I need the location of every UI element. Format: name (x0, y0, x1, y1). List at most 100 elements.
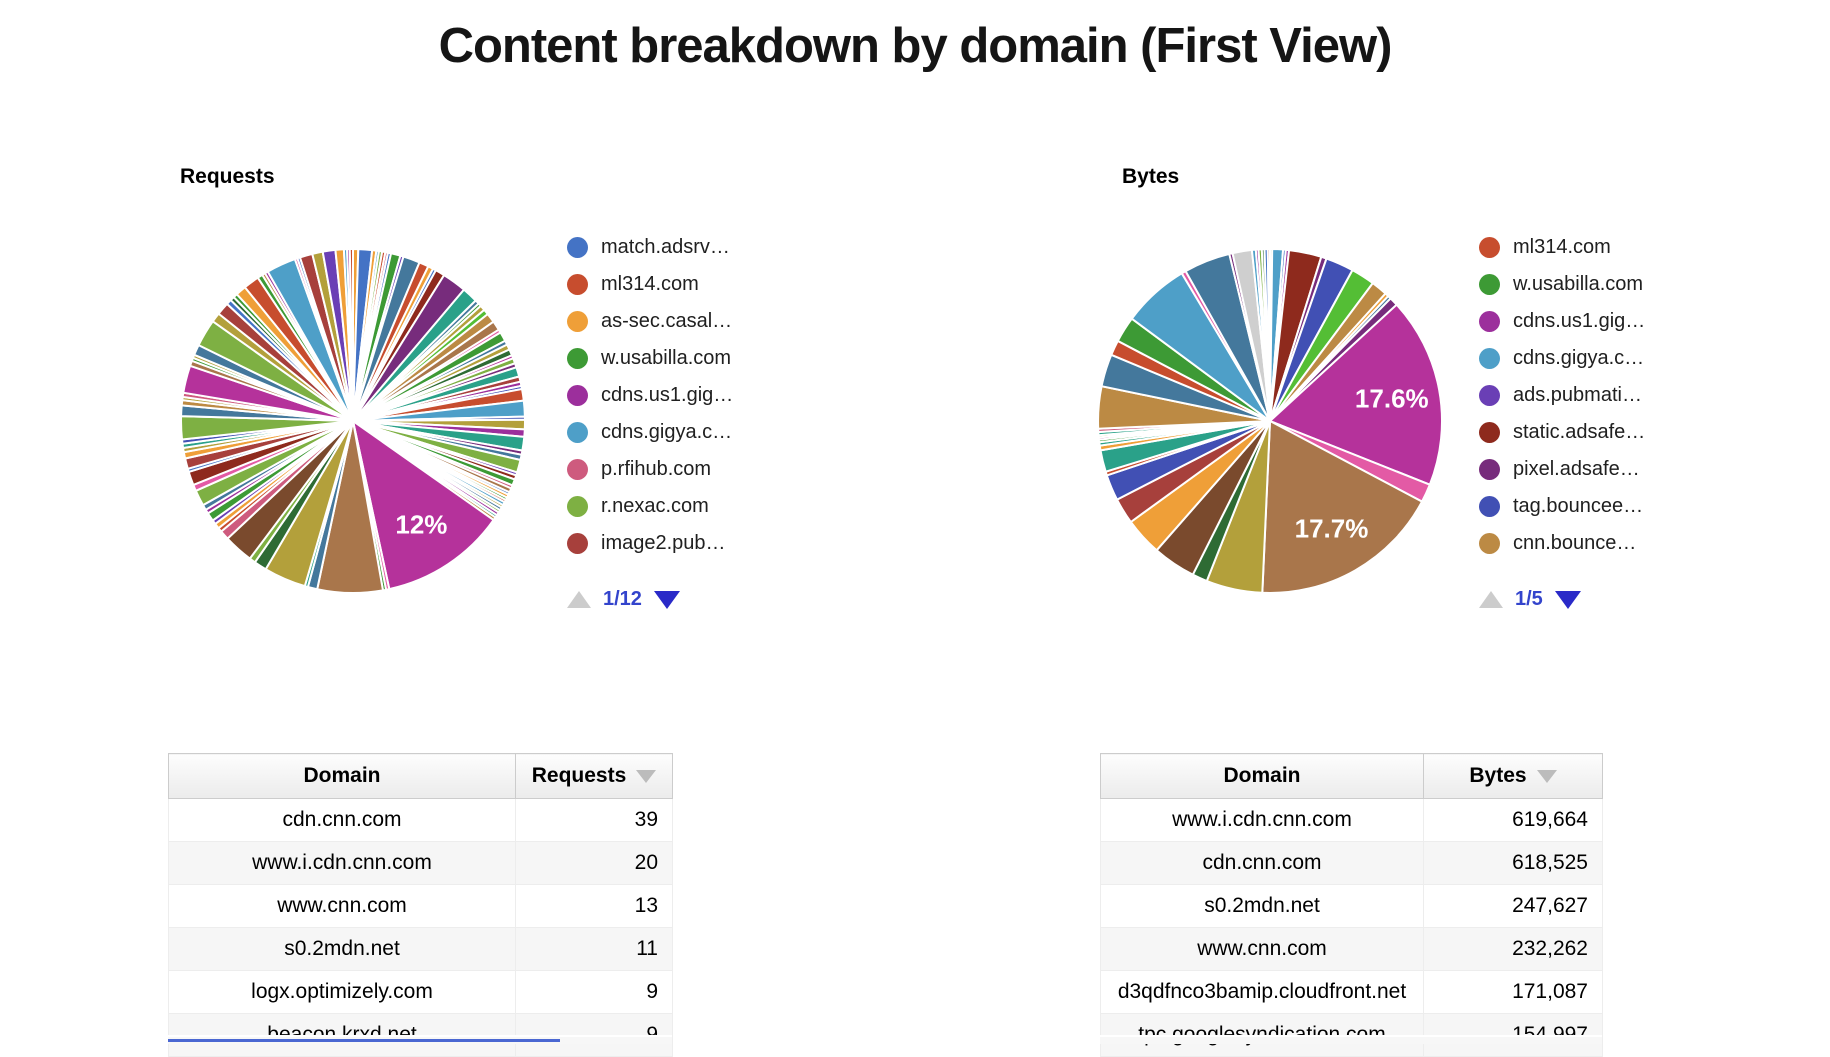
legend-item-label: tag.bouncee… (1513, 495, 1644, 517)
column-header-domain[interactable]: Domain (168, 753, 516, 799)
legend-item-label: cnn.bounce… (1513, 532, 1637, 554)
table-row[interactable]: www.cnn.com 13 (168, 884, 673, 928)
domain-cell: www.cnn.com (168, 884, 516, 928)
table-row[interactable]: s0.2mdn.net 247,627 (1100, 884, 1603, 928)
requests-chart-title: Requests (180, 165, 275, 188)
bytes-table-partial-row (1100, 1035, 1602, 1044)
legend-color-dot (567, 422, 588, 443)
legend-item[interactable]: match.adsrv… (567, 229, 797, 266)
column-header-bytes[interactable]: Bytes (1423, 753, 1603, 799)
legend-item[interactable]: ml314.com (1479, 229, 1709, 266)
legend-item[interactable]: cdns.us1.gig… (1479, 303, 1709, 340)
column-header-label: Domain (303, 764, 381, 787)
legend-color-dot (1479, 496, 1500, 517)
value-cell: 13 (515, 884, 673, 928)
legend-color-dot (567, 274, 588, 295)
legend-item[interactable]: cdns.gigya.c… (567, 414, 797, 451)
legend-item[interactable]: r.nexac.com (567, 488, 797, 525)
legend-color-dot (1479, 311, 1500, 332)
table-row[interactable]: s0.2mdn.net 11 (168, 927, 673, 971)
legend-item[interactable]: w.usabilla.com (567, 340, 797, 377)
column-header-label: Domain (1223, 764, 1301, 787)
column-header-requests[interactable]: Requests (515, 753, 673, 799)
legend-next-icon[interactable] (1554, 590, 1581, 609)
legend-item-label: ads.pubmati… (1513, 384, 1642, 406)
bytes-pie-chart: 17.6% 17.7% (1097, 247, 1444, 594)
legend-color-dot (1479, 533, 1500, 554)
table-row[interactable]: www.i.cdn.cnn.com 619,664 (1100, 798, 1603, 842)
legend-item[interactable]: cdns.us1.gig… (567, 377, 797, 414)
value-cell: 9 (515, 970, 673, 1014)
domain-cell: s0.2mdn.net (168, 927, 516, 971)
legend-item-label: w.usabilla.com (601, 347, 732, 369)
legend-item[interactable]: tag.bouncee… (1479, 488, 1709, 525)
table-row[interactable]: logx.optimizely.com 9 (168, 970, 673, 1014)
legend-prev-icon[interactable] (1479, 591, 1503, 608)
legend-item-label: p.rfihub.com (601, 458, 712, 480)
legend-item-label: w.usabilla.com (1513, 273, 1644, 295)
pie-slice[interactable] (348, 247, 354, 422)
pie-slice[interactable] (1261, 419, 1424, 594)
table-row[interactable]: d3qdfnco3bamip.cloudfront.net 171,087 (1100, 970, 1603, 1014)
legend-item[interactable]: image2.pub… (567, 525, 797, 562)
pie-slice-label: 17.6% (1355, 384, 1429, 414)
legend-item-label: as-sec.casal… (601, 310, 733, 332)
legend-prev-icon[interactable] (567, 591, 591, 608)
legend-item[interactable]: pixel.adsafe… (1479, 451, 1709, 488)
legend-color-dot (567, 459, 588, 480)
value-cell: 618,525 (1423, 841, 1603, 885)
legend-color-dot (567, 348, 588, 369)
domain-cell: d3qdfnco3bamip.cloudfront.net (1100, 970, 1424, 1014)
legend-color-dot (567, 237, 588, 258)
pie-slice[interactable] (351, 418, 495, 591)
legend-next-icon[interactable] (653, 590, 680, 609)
requests-table-partial-row-highlight (168, 1039, 560, 1042)
legend-item[interactable]: as-sec.casal… (567, 303, 797, 340)
legend-item[interactable]: w.usabilla.com (1479, 266, 1709, 303)
legend-item[interactable]: cdns.gigya.c… (1479, 340, 1709, 377)
value-cell: 20 (515, 841, 673, 885)
sort-desc-icon (1536, 769, 1557, 783)
legend-item-label: match.adsrv… (601, 236, 730, 258)
pie-slice[interactable] (1266, 247, 1271, 422)
legend-item[interactable]: cnn.bounce… (1479, 525, 1709, 562)
column-header-domain[interactable]: Domain (1100, 753, 1424, 799)
legend-color-dot (1479, 385, 1500, 406)
sort-desc-icon (636, 769, 657, 783)
domain-cell: s0.2mdn.net (1100, 884, 1424, 928)
value-cell: 232,262 (1423, 927, 1603, 971)
bytes-chart-title: Bytes (1122, 165, 1180, 188)
legend-item[interactable]: ads.pubmati… (1479, 377, 1709, 414)
legend-item-label: ml314.com (1513, 236, 1611, 258)
requests-legend: match.adsrv… ml314.com as-sec.casal… w.usab… (567, 229, 797, 562)
legend-item[interactable]: ml314.com (567, 266, 797, 303)
table-row[interactable]: cdn.cnn.com 39 (168, 798, 673, 842)
legend-item-label: image2.pub… (601, 532, 726, 554)
requests-legend-pager: 1/12 (567, 588, 680, 611)
legend-item-label: cdns.us1.gig… (601, 384, 734, 406)
table-row[interactable]: www.i.cdn.cnn.com 20 (168, 841, 673, 885)
legend-item[interactable]: p.rfihub.com (567, 451, 797, 488)
pie-slice[interactable] (1268, 303, 1444, 486)
legend-color-dot (1479, 422, 1500, 443)
bytes-legend: ml314.com w.usabilla.com cdns.us1.gig… cdns… (1479, 229, 1709, 562)
value-cell: 171,087 (1423, 970, 1603, 1014)
legend-color-dot (1479, 348, 1500, 369)
legend-item[interactable]: static.adsafe… (1479, 414, 1709, 451)
domain-cell: logx.optimizely.com (168, 970, 516, 1014)
domain-cell: cdn.cnn.com (1100, 841, 1424, 885)
legend-color-dot (567, 533, 588, 554)
page-title: Content breakdown by domain (First View) (438, 19, 1393, 73)
legend-item-label: static.adsafe… (1513, 421, 1646, 443)
pie-slice-label: 17.7% (1295, 514, 1369, 544)
legend-item-label: cdns.gigya.c… (1513, 347, 1645, 369)
domain-cell: www.cnn.com (1100, 927, 1424, 971)
table-row[interactable]: cdn.cnn.com 618,525 (1100, 841, 1603, 885)
column-header-label: Requests (531, 764, 627, 787)
table-row[interactable]: www.cnn.com 232,262 (1100, 927, 1603, 971)
legend-color-dot (1479, 459, 1500, 480)
legend-color-dot (567, 496, 588, 517)
column-header-label: Bytes (1469, 764, 1527, 787)
domain-cell: www.i.cdn.cnn.com (168, 841, 516, 885)
legend-color-dot (567, 311, 588, 332)
